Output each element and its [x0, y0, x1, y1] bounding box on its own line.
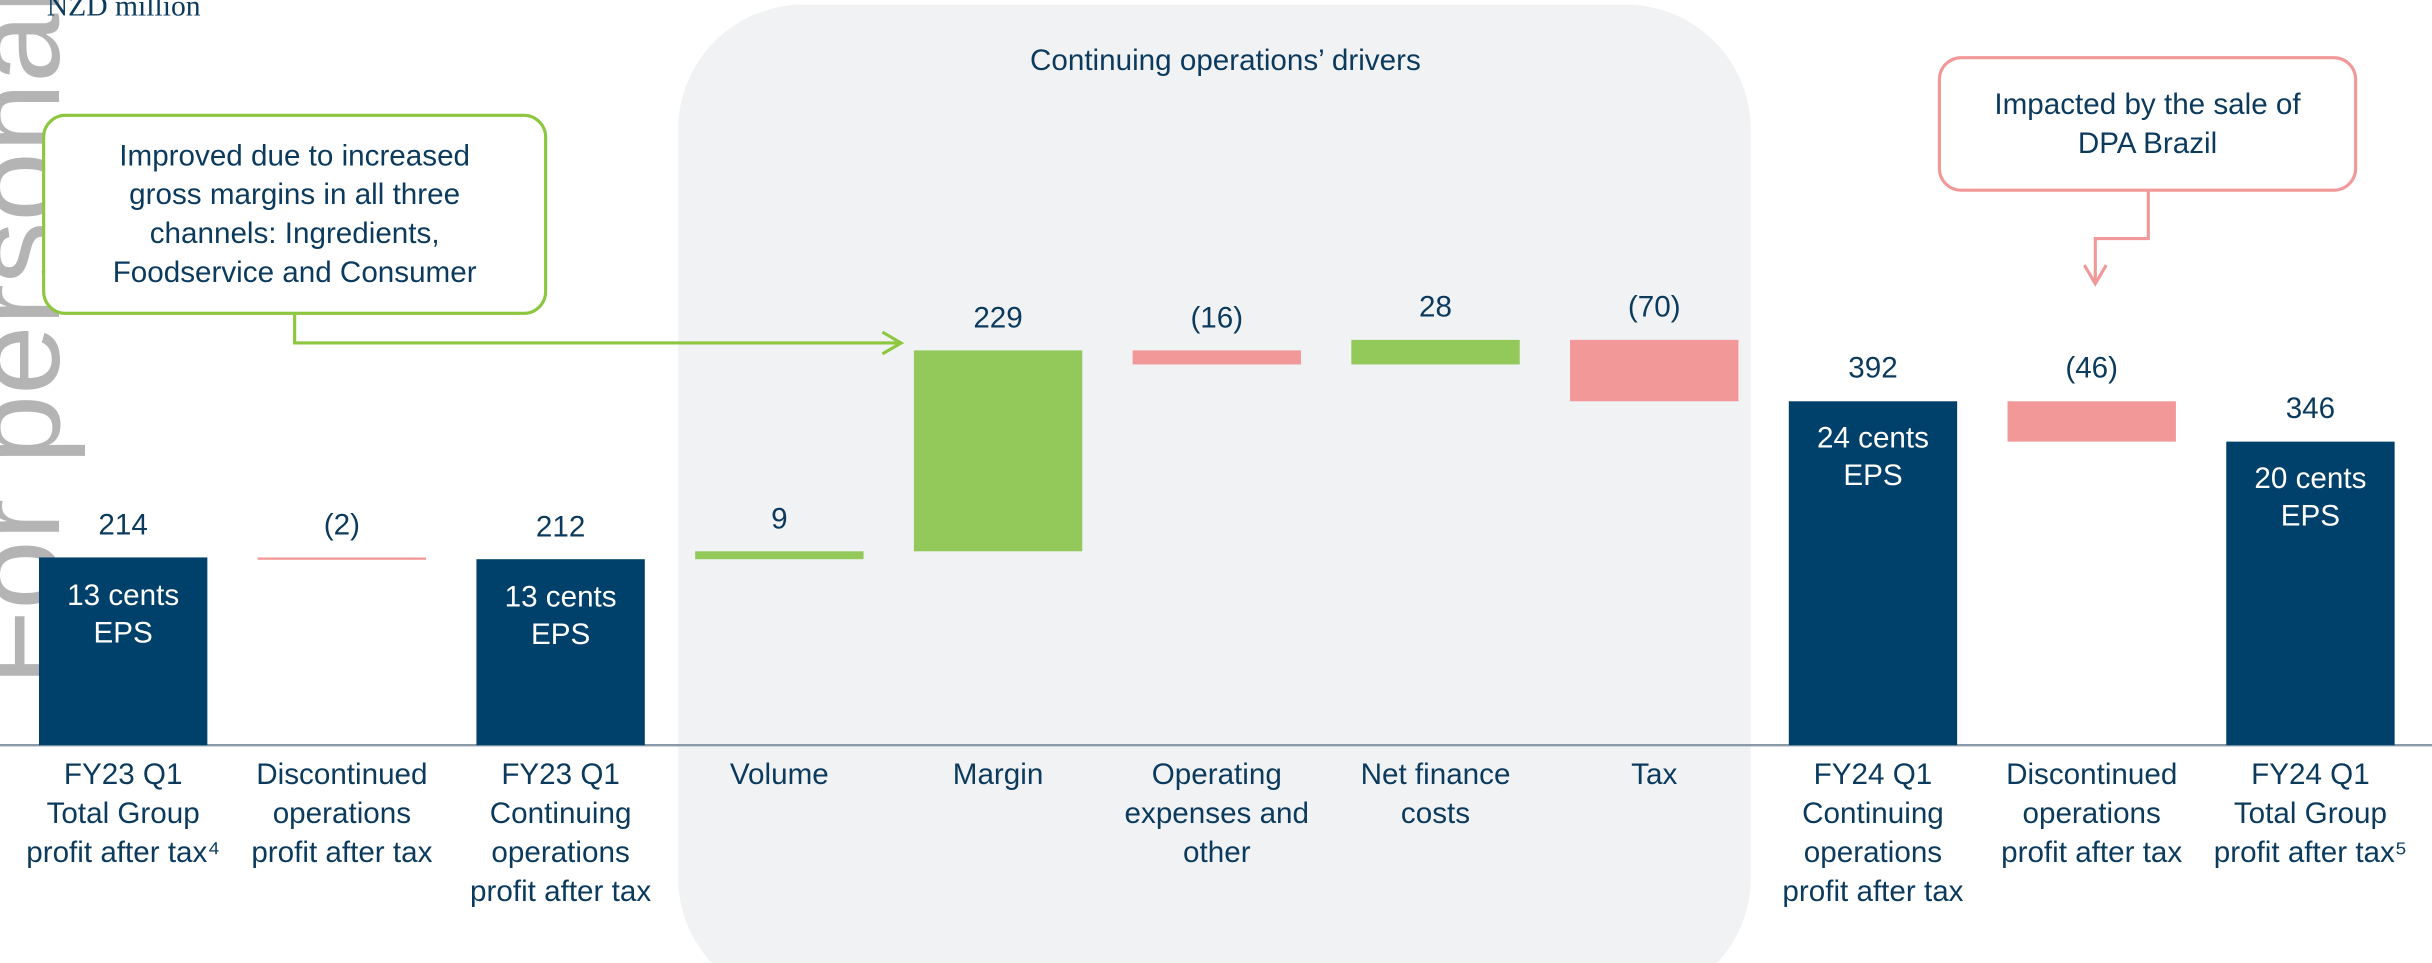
- x-tick-label: Operating expenses and other: [1124, 759, 1310, 870]
- x-tick-label: Net finance costs: [1360, 759, 1511, 831]
- drivers-panel: [678, 4, 1751, 963]
- value-label: 212: [535, 510, 586, 544]
- x-tick-label: Discontinued operations profit after tax: [251, 759, 433, 870]
- bar: [1132, 350, 1301, 365]
- value-label: 9: [771, 502, 788, 536]
- annotation-arrow: [2093, 190, 2150, 281]
- bar: [476, 559, 645, 746]
- bar-inner-label: 20 cents EPS: [2254, 463, 2367, 534]
- value-label: 229: [973, 302, 1023, 335]
- value-label: 346: [2285, 393, 2336, 427]
- value-label: 392: [1848, 352, 1898, 386]
- arrow-head: [881, 330, 905, 356]
- x-tick-label: Tax: [1631, 759, 1678, 792]
- bar: [257, 557, 427, 560]
- bar: [2226, 441, 2395, 746]
- bar: [1570, 339, 1739, 402]
- bar-inner-label: 13 cents EPS: [67, 579, 180, 650]
- bar-inner-label: 24 cents EPS: [1816, 423, 1929, 494]
- bar: [38, 557, 208, 746]
- value-label: 28: [1419, 291, 1452, 325]
- x-tick-label: FY23 Q1 Continuing operations profit aft…: [470, 759, 652, 909]
- x-tick-label: FY24 Q1 Continuing operations profit aft…: [1782, 759, 1964, 909]
- value-label: (70): [1627, 291, 1681, 325]
- bar: [1788, 401, 1958, 746]
- value-label: 214: [98, 509, 148, 542]
- annotation-arrow: [293, 313, 898, 345]
- bar: [695, 551, 864, 560]
- value-label: (2): [323, 509, 360, 542]
- unit-label: NZD million: [47, 0, 201, 23]
- x-tick-label: Volume: [729, 759, 829, 792]
- panel-title: Continuing operations’ drivers: [1029, 45, 1421, 78]
- x-tick-label: Margin: [952, 759, 1044, 792]
- x-tick-label: Discontinued operations profit after tax: [2001, 759, 2183, 870]
- bar: [1351, 339, 1520, 365]
- value-label: (16): [1190, 302, 1244, 335]
- value-label: (46): [2065, 352, 2119, 386]
- bar: [2007, 401, 2176, 442]
- annotation: Improved due to increased gross margins …: [112, 140, 477, 290]
- x-tick-label: FY23 Q1 Total Group profit after tax⁴: [26, 759, 221, 870]
- annotation: Impacted by the sale of DPA Brazil: [1994, 88, 2301, 161]
- bar: [913, 350, 1083, 552]
- bar-inner-label: 13 cents EPS: [504, 581, 617, 652]
- x-tick-label: FY24 Q1 Total Group profit after tax⁵: [2213, 759, 2408, 870]
- arrow-head: [2083, 264, 2108, 287]
